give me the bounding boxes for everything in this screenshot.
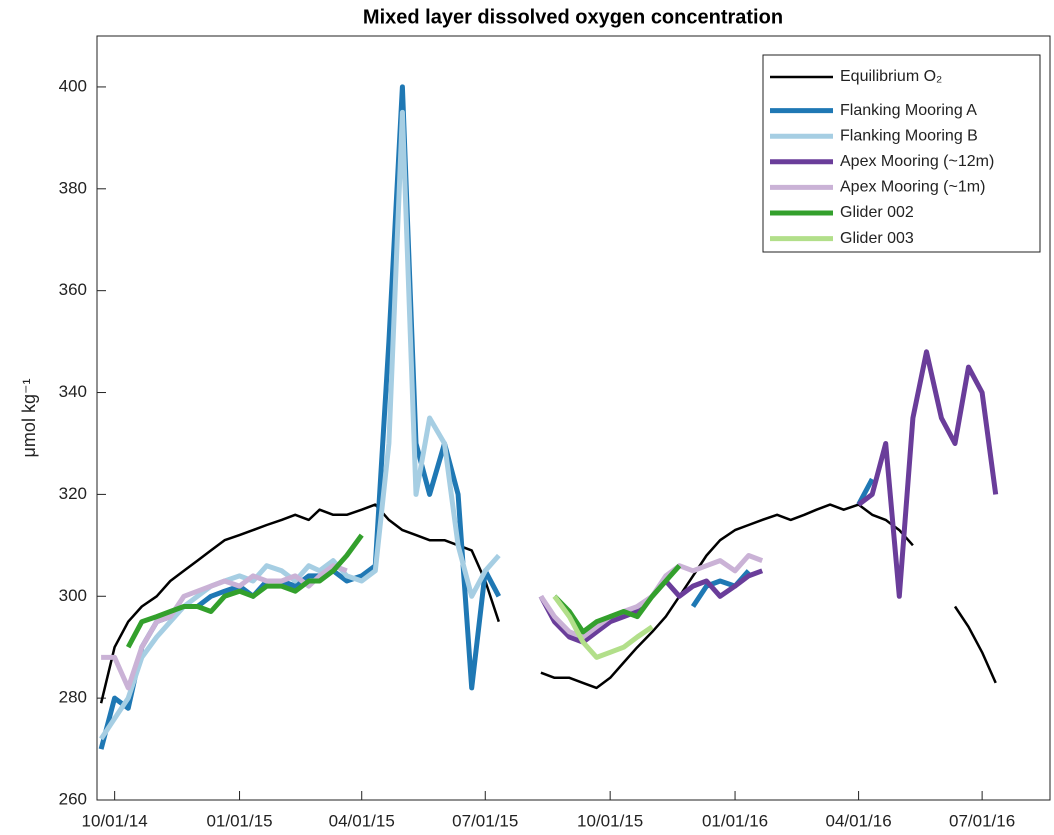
x-tick-label: 07/01/15 — [452, 811, 518, 830]
plot-frame — [96, 35, 1051, 801]
y-tick-label: 340 — [59, 382, 87, 401]
y-axis-label: μmol kg⁻¹ — [19, 379, 39, 458]
y-tick-label: 380 — [59, 178, 87, 197]
x-tick-label: 04/01/15 — [329, 811, 395, 830]
y-tick-label: 320 — [59, 484, 87, 503]
y-tick-label: 400 — [59, 76, 87, 95]
series-line — [125, 533, 682, 649]
x-tick-label: 01/01/15 — [206, 811, 272, 830]
x-tick-label: 07/01/16 — [949, 811, 1015, 830]
y-tick-label: 360 — [59, 280, 87, 299]
legend-box — [762, 54, 1041, 253]
y-tick-label: 260 — [59, 789, 87, 808]
legend-label: Glider 003 — [840, 230, 914, 247]
y-tick-label: 280 — [59, 688, 87, 707]
legend-label: Flanking Mooring B — [840, 127, 978, 144]
series-line — [101, 553, 764, 691]
legend-label: Apex Mooring (~12m) — [840, 153, 994, 170]
legend-label: Apex Mooring (~1m) — [840, 179, 985, 196]
x-tick-label: 04/01/16 — [825, 811, 891, 830]
legend-label: Flanking Mooring A — [840, 102, 977, 119]
series-line — [538, 349, 999, 645]
series-line — [99, 503, 997, 704]
series-line — [99, 109, 501, 741]
chart-title: Mixed layer dissolved oxygen concentrati… — [363, 6, 783, 28]
y-tick-label: 300 — [59, 586, 87, 605]
x-tick-label: 01/01/16 — [702, 811, 768, 830]
legend-label: Equilibrium O₂ — [840, 68, 942, 85]
x-tick-label: 10/01/14 — [82, 811, 148, 830]
legend-label: Glider 002 — [840, 204, 914, 221]
series-line — [98, 84, 875, 750]
series-line — [552, 594, 654, 660]
x-tick-label: 10/01/15 — [577, 811, 643, 830]
